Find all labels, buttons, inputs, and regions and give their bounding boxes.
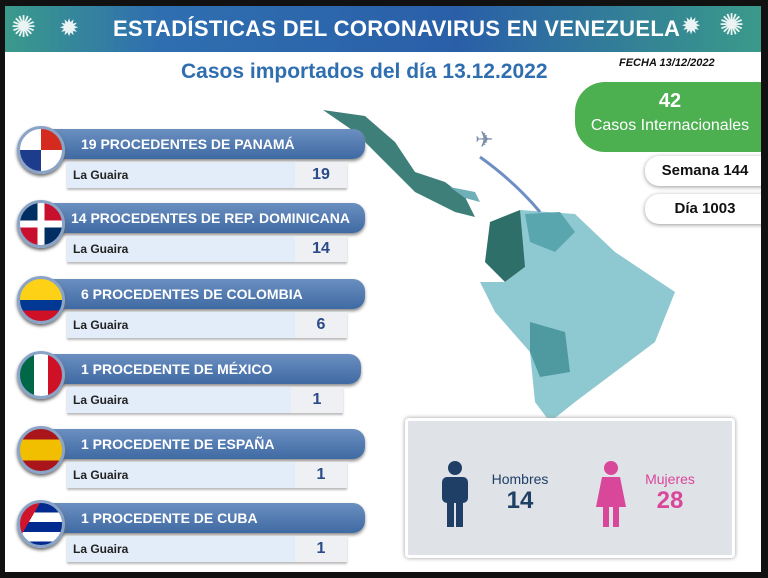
virus-icon: ✺ <box>11 11 37 44</box>
dominican-republic-flag-icon <box>17 200 65 248</box>
country-title: 19 PROCEDENTES DE PANAMÁ <box>47 129 365 159</box>
international-cases-card: 42 Casos Internacionales <box>575 82 761 152</box>
state-count: 1 <box>295 462 347 488</box>
country-row-mexico: 1 PROCEDENTE DE MÉXICO La Guaira 1 <box>17 351 377 421</box>
country-row-cuba: 1 PROCEDENTE DE CUBA La Guaira 1 <box>17 500 377 570</box>
man-icon <box>442 461 468 527</box>
map-venezuela <box>525 212 575 252</box>
map-caribbean <box>450 187 480 202</box>
men-label: Hombres <box>491 471 549 487</box>
state-row: La Guaira 19 <box>67 162 347 188</box>
spain-flag-icon <box>17 426 65 474</box>
state-count: 1 <box>295 536 347 562</box>
header-banner: ✺ ✹ ESTADÍSTICAS DEL CORONAVIRUS EN VENE… <box>5 6 761 52</box>
state-row: La Guaira 14 <box>67 236 347 262</box>
state-row: La Guaira 1 <box>67 536 347 562</box>
airplane-icon: ✈ <box>475 127 493 152</box>
state-count: 6 <box>295 312 347 338</box>
map-bolivia <box>530 322 570 377</box>
country-row-dominican-republic: 14 PROCEDENTES DE REP. DOMINICANA La Gua… <box>17 200 377 270</box>
infographic: ✺ ✹ ESTADÍSTICAS DEL CORONAVIRUS EN VENE… <box>5 6 761 572</box>
state-row: La Guaira 6 <box>67 312 347 338</box>
map-colombia <box>485 210 530 282</box>
women-count: 28 <box>656 487 684 514</box>
state-row: La Guaira 1 <box>67 387 343 413</box>
country-title: 1 PROCEDENTE DE MÉXICO <box>47 354 361 384</box>
week-badge: Semana 144 <box>645 156 761 186</box>
country-row-colombia: 6 PROCEDENTES DE COLOMBIA La Guaira 6 <box>17 276 377 346</box>
date-label: FECHA 13/12/2022 <box>619 57 715 69</box>
woman-icon <box>596 461 626 527</box>
virus-icon: ✺ <box>719 9 745 42</box>
total-cases: 42 <box>658 90 682 112</box>
virus-icon: ✹ <box>59 15 80 42</box>
state-count: 14 <box>295 236 347 262</box>
women-stat: Mujeres 28 <box>630 471 710 515</box>
cuba-flag-icon <box>17 500 65 548</box>
colombia-flag-icon <box>17 276 65 324</box>
state-name: La Guaira <box>73 393 129 407</box>
country-title: 1 PROCEDENTE DE CUBA <box>47 503 365 533</box>
country-row-spain: 1 PROCEDENTE DE ESPAÑA La Guaira 1 <box>17 426 377 496</box>
virus-icon: ✹ <box>681 13 702 40</box>
state-name: La Guaira <box>73 318 129 332</box>
country-row-panama: 19 PROCEDENTES DE PANAMÁ La Guaira 19 <box>17 126 377 196</box>
day-badge: Día 1003 <box>645 194 761 224</box>
state-row: La Guaira 1 <box>67 462 347 488</box>
men-count: 14 <box>506 487 534 514</box>
map-south-america <box>480 210 675 422</box>
state-name: La Guaira <box>73 542 129 556</box>
state-count: 19 <box>295 162 347 188</box>
state-name: La Guaira <box>73 168 129 182</box>
subtitle: Casos importados del día 13.12.2022 <box>181 60 548 83</box>
page-title: ESTADÍSTICAS DEL CORONAVIRUS EN VENEZUEL… <box>113 16 681 41</box>
state-name: La Guaira <box>73 242 129 256</box>
women-label: Mujeres <box>645 471 695 487</box>
flight-arrow <box>479 155 542 213</box>
gender-panel: Hombres 14 Mujeres 28 <box>405 418 735 558</box>
total-cases-label: Casos Internacionales <box>590 117 750 134</box>
country-title: 1 PROCEDENTE DE ESPAÑA <box>47 429 365 459</box>
panama-flag-icon <box>17 126 65 174</box>
country-title: 14 PROCEDENTES DE REP. DOMINICANA <box>47 203 365 233</box>
state-name: La Guaira <box>73 468 129 482</box>
state-count: 1 <box>291 387 343 413</box>
country-title: 6 PROCEDENTES DE COLOMBIA <box>47 279 365 309</box>
men-stat: Hombres 14 <box>480 471 560 515</box>
mexico-flag-icon <box>17 351 65 399</box>
